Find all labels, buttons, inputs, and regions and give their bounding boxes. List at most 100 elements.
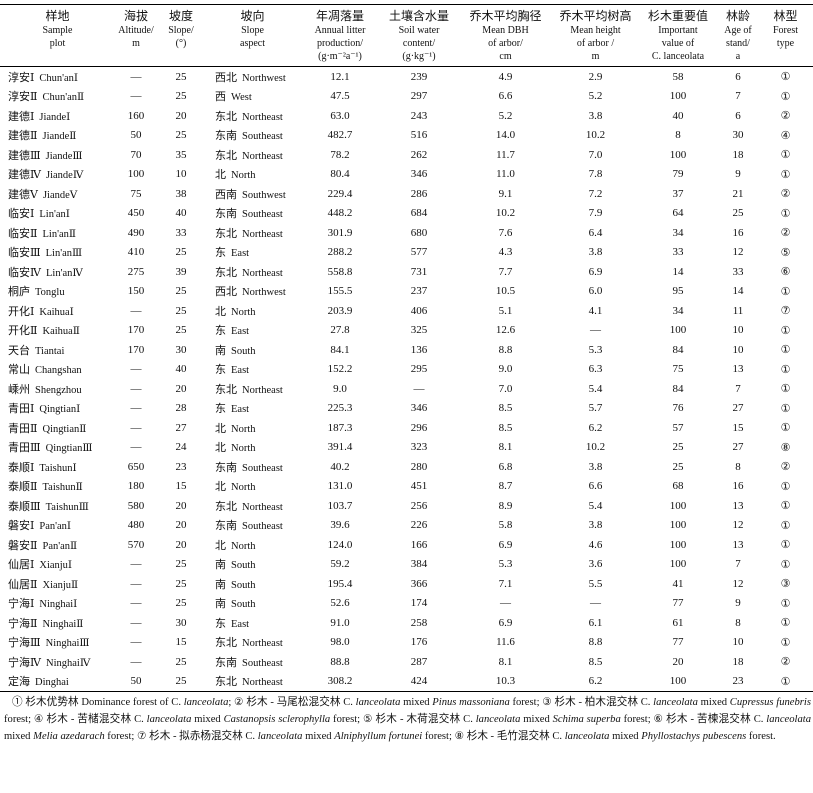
slope-aspect: 西南 Southwest: [205, 184, 300, 204]
height: 6.0: [588, 285, 603, 298]
soil-water: 366: [410, 577, 428, 590]
altitude: —: [130, 70, 142, 83]
altitude: 450: [127, 207, 145, 220]
footnote-run: lanceolata: [564, 731, 610, 742]
litter: 9.0: [333, 382, 347, 395]
slope-aspect-zh: 东: [215, 247, 226, 260]
sample-plot: 临安Ⅰ Lin'anⅠ: [0, 204, 115, 224]
litter: 59.2: [330, 558, 350, 571]
sample-plot: 仙居Ⅰ XianjuⅠ: [0, 555, 115, 575]
slope: 15: [175, 480, 187, 493]
soil-water: 286: [410, 187, 428, 200]
litter: 47.5: [330, 90, 350, 103]
important-value: 100: [669, 558, 687, 571]
height: 6.1: [588, 616, 603, 629]
slope-aspect-zh: 东北: [215, 500, 237, 513]
sample-plot-en: JiandeⅢ: [45, 150, 83, 162]
footnote-run: lanceolata: [475, 714, 521, 725]
slope-aspect-en: South: [231, 345, 256, 357]
altitude: 75: [130, 187, 142, 200]
footnote-run: forest; ⑥ 杉木 - 苦楝混交林 C.: [620, 714, 767, 725]
footnote-run: mixed: [697, 697, 730, 708]
sample-plot: 泰顺Ⅲ TaishunⅢ: [0, 496, 115, 516]
slope-aspect: 东北 Northeast: [205, 633, 300, 653]
slope-aspect-zh: 西南: [215, 188, 237, 201]
sample-plot-en: Lin'anⅢ: [45, 248, 83, 260]
sample-plot: 建德Ⅱ JiandeⅡ: [0, 126, 115, 146]
litter: 98.0: [330, 636, 350, 649]
footnote-run: mixed: [302, 731, 335, 742]
sample-plot-en: NinghaiⅠ: [39, 599, 78, 611]
slope: 39: [175, 265, 187, 278]
stand-age: 10: [732, 343, 744, 356]
altitude: —: [130, 90, 142, 103]
table-row: 宁海Ⅳ NinghaiⅣ — 25 东南 Southeast 88.8 287 8.1 8.5 20…: [0, 652, 813, 672]
sample-plot-zh: 临安Ⅳ: [8, 266, 41, 279]
slope-aspect-zh: 北: [215, 169, 226, 182]
table-row: 淳安Ⅱ Chun'anⅡ — 25 西 West 47.5 297 6.6 5.2 100 7 ①: [0, 87, 813, 107]
sample-plot-en: XianjuⅡ: [42, 579, 79, 591]
sample-plot: 临安Ⅲ Lin'anⅢ: [0, 243, 115, 263]
footnote-run: ① 杉木优势林 Dominance forest of C.: [12, 697, 184, 708]
sample-plot-zh: 开化Ⅱ: [8, 325, 38, 338]
height: 5.4: [588, 499, 603, 512]
table-row: 泰顺Ⅲ TaishunⅢ 580 20 东北 Northeast 103.7 256 8.9 5.…: [0, 496, 813, 516]
sample-plot-zh: 临安Ⅰ: [8, 208, 35, 221]
stand-age: 16: [732, 226, 744, 239]
slope: 25: [175, 70, 187, 83]
sample-plot-zh: 青田Ⅲ: [8, 442, 41, 455]
dbh: 6.9: [498, 538, 513, 551]
forest-type: ①: [780, 480, 791, 493]
sample-plot-zh: 临安Ⅲ: [8, 247, 41, 260]
table-row: 天台 Tiantai 170 30 南 South 84.1 136 8.8 5.3 84 10 ①: [0, 340, 813, 360]
header-en: m: [591, 51, 600, 62]
dbh: 14.0: [495, 129, 516, 142]
soil-water: 384: [410, 558, 428, 571]
stand-age: 18: [732, 655, 744, 668]
header-en: m: [132, 38, 140, 49]
slope-aspect: 东 East: [205, 399, 300, 419]
column-header: 林型 Forest type: [758, 5, 813, 67]
header-en: aspect: [240, 38, 265, 49]
slope: 38: [175, 187, 187, 200]
footnote-run: Schima superba: [552, 714, 621, 725]
slope: 20: [175, 382, 187, 395]
sample-plot-zh: 建德Ⅰ: [8, 110, 35, 123]
stand-age: 12: [732, 519, 744, 532]
table-row: 磐安Ⅰ Pan'anⅠ 480 20 东南 Southeast 39.6 226 5.8 3.8 1…: [0, 516, 813, 536]
sample-plot: 常山 Changshan: [0, 360, 115, 380]
soil-water: 239: [410, 70, 428, 83]
sample-plot-zh: 建德Ⅲ: [8, 149, 41, 162]
altitude: —: [130, 655, 142, 668]
slope: 25: [175, 655, 187, 668]
altitude: 50: [130, 675, 142, 688]
important-value: 14: [672, 265, 684, 278]
soil-water: 516: [410, 129, 428, 142]
dbh: 11.7: [496, 148, 515, 161]
important-value: 58: [672, 70, 684, 83]
slope-aspect: 东 East: [205, 613, 300, 633]
header-en: Important: [658, 25, 698, 36]
table-row: 泰顺Ⅰ TaishunⅠ 650 23 东南 Southeast 40.2 280 6.8 3.8…: [0, 457, 813, 477]
slope-aspect: 东北 Northeast: [205, 223, 300, 243]
height: 8.5: [588, 655, 603, 668]
sample-plot-en: TaishunⅡ: [42, 482, 83, 494]
dbh: 4.9: [498, 70, 513, 83]
table-row: 宁海Ⅲ NinghaiⅢ — 15 东北 Northeast 98.0 176 11.6 8.8 7…: [0, 633, 813, 653]
forest-type: ①: [780, 324, 791, 337]
forest-type: ①: [780, 149, 791, 162]
important-value: 37: [672, 187, 684, 200]
dbh: 6.6: [498, 90, 513, 103]
slope-aspect-en: East: [231, 365, 250, 377]
litter: 80.4: [330, 168, 350, 181]
sample-plot-en: QingtianⅠ: [39, 404, 81, 416]
table-row: 磐安Ⅱ Pan'anⅡ 570 20 北 North 124.0 166 6.9 4.6 100 13…: [0, 535, 813, 555]
footnote-run: ; ② 杉木 - 马尾松混交林 C.: [228, 697, 356, 708]
litter: 39.6: [330, 519, 350, 532]
table-row: 宁海Ⅱ NinghaiⅡ — 30 东 East 91.0 258 6.9 6.1 61 8 ①: [0, 613, 813, 633]
dbh: 6.9: [498, 616, 513, 629]
height: 8.8: [588, 636, 603, 649]
header-zh: 乔木平均树高: [559, 9, 632, 23]
header-zh: 坡向: [240, 9, 265, 23]
stand-age: 13: [732, 499, 744, 512]
